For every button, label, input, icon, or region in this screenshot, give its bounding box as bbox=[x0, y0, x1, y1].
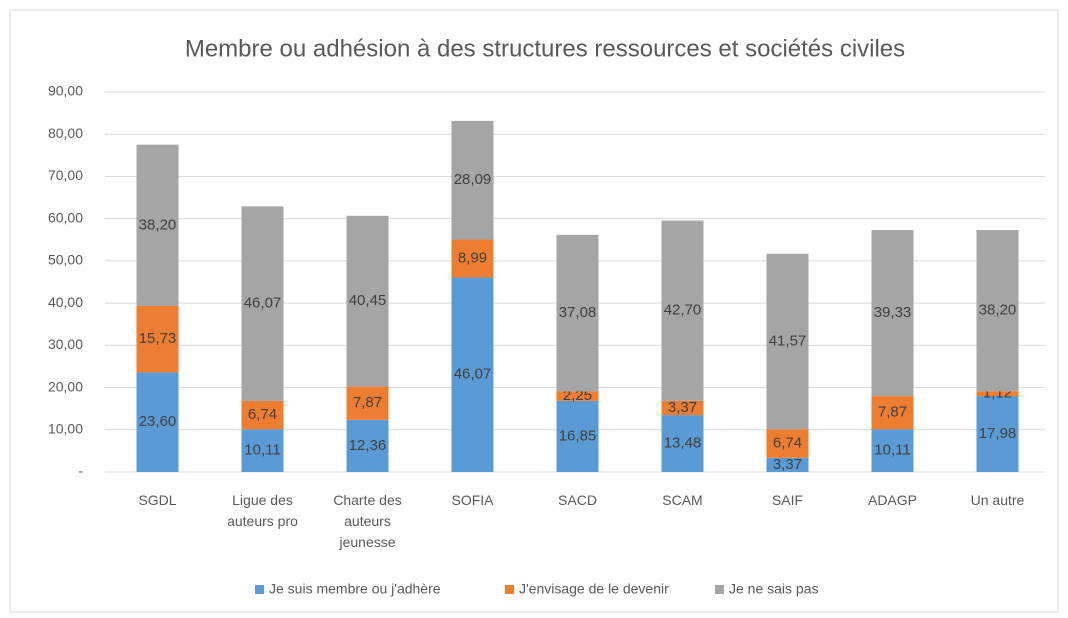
x-tick-label: SGDL bbox=[138, 492, 177, 508]
x-tick-label: Un autre bbox=[970, 492, 1025, 508]
data-label: 28,09 bbox=[454, 171, 492, 188]
data-label: 16,85 bbox=[559, 427, 597, 444]
data-label: 46,07 bbox=[244, 295, 282, 312]
bar-segment bbox=[766, 429, 809, 458]
x-tick-label: Ligue des auteurs pro bbox=[227, 492, 298, 529]
y-tick-label: 40,00 bbox=[48, 294, 83, 310]
bar-segment bbox=[661, 400, 704, 416]
data-label: 39,33 bbox=[874, 304, 912, 321]
y-tick-label: 50,00 bbox=[48, 252, 83, 268]
data-label: 13,48 bbox=[664, 435, 702, 452]
legend-label: Je ne sais pas bbox=[729, 581, 819, 597]
y-tick-label: 60,00 bbox=[48, 209, 83, 225]
legend-label: Je suis membre ou j'adhère bbox=[269, 581, 441, 597]
y-tick-label: 10,00 bbox=[48, 420, 83, 436]
data-label: 46,07 bbox=[454, 366, 492, 383]
bar-segment bbox=[451, 239, 494, 278]
bar-segment bbox=[871, 429, 914, 472]
x-tick-label: Charte des auteurs jeunesse bbox=[333, 492, 402, 550]
y-tick-label: 80,00 bbox=[48, 125, 83, 141]
data-label: 38,20 bbox=[139, 216, 177, 233]
data-label: 41,57 bbox=[769, 333, 807, 350]
y-tick-label: - bbox=[78, 463, 83, 479]
data-label: 3,37 bbox=[773, 456, 802, 473]
data-label: 10,11 bbox=[874, 442, 910, 459]
bar-segment bbox=[871, 230, 914, 397]
bar-segment bbox=[556, 400, 599, 472]
bar-segment bbox=[451, 277, 494, 472]
y-tick-label: 30,00 bbox=[48, 336, 83, 352]
bar-segment bbox=[346, 386, 389, 420]
data-label: 37,08 bbox=[559, 304, 597, 321]
bar-segment bbox=[136, 144, 179, 306]
data-label: 17,98 bbox=[979, 425, 1017, 442]
data-label: 15,73 bbox=[139, 330, 177, 347]
data-label: 10,11 bbox=[244, 442, 280, 459]
x-tick-label: SOFIA bbox=[451, 492, 494, 508]
bar-segment bbox=[451, 120, 494, 240]
legend-swatch bbox=[505, 585, 514, 594]
data-label: 6,74 bbox=[248, 406, 277, 423]
bar-segment bbox=[346, 215, 389, 387]
bar-segment bbox=[976, 230, 1019, 392]
data-label: 42,70 bbox=[664, 302, 702, 319]
bar-segment bbox=[661, 415, 704, 472]
x-tick-label: ADAGP bbox=[867, 492, 917, 508]
data-label: 8,99 bbox=[458, 249, 487, 266]
bar-segment bbox=[241, 429, 284, 472]
data-label: 6,74 bbox=[773, 435, 802, 452]
y-tick-label: 20,00 bbox=[48, 378, 83, 394]
legend-swatch bbox=[715, 585, 724, 594]
data-label: 40,45 bbox=[349, 292, 387, 309]
data-label: 7,87 bbox=[878, 404, 907, 421]
x-tick-label: SACD bbox=[558, 492, 597, 508]
bar-segment bbox=[556, 391, 599, 401]
data-label: 38,20 bbox=[979, 302, 1017, 319]
y-tick-label: 70,00 bbox=[48, 167, 83, 183]
data-label: 3,37 bbox=[668, 399, 697, 416]
data-label: 12,36 bbox=[349, 437, 387, 454]
bar-segment bbox=[766, 457, 809, 472]
bar-segment bbox=[241, 400, 284, 430]
x-tick-label: SAIF bbox=[771, 492, 804, 508]
chart-title: Membre ou adhésion à des structures ress… bbox=[185, 35, 905, 62]
bar-segment bbox=[136, 372, 179, 472]
bar-segment bbox=[136, 305, 179, 373]
legend-label: J'envisage de le devenir bbox=[519, 581, 669, 597]
y-tick-label: 90,00 bbox=[48, 83, 83, 99]
bar-segment bbox=[661, 220, 704, 401]
bar-segment bbox=[241, 206, 284, 401]
bar-segment bbox=[871, 396, 914, 430]
legend-swatch bbox=[255, 585, 264, 594]
bar-segment bbox=[556, 234, 599, 392]
x-tick-label: SCAM bbox=[662, 492, 703, 508]
bar-segment bbox=[346, 419, 389, 472]
bar-segment bbox=[766, 253, 809, 430]
data-label: 7,87 bbox=[353, 394, 382, 411]
bar-segment bbox=[976, 396, 1019, 472]
bar-segment bbox=[976, 391, 1019, 397]
data-label: 23,60 bbox=[139, 413, 177, 430]
